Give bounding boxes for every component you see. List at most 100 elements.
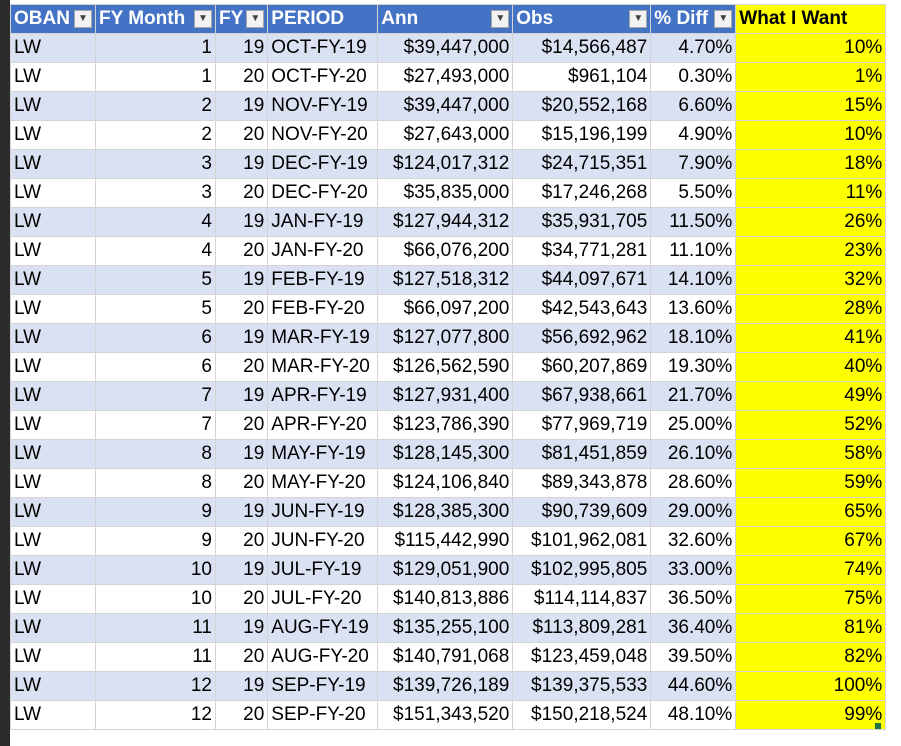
- cell-oban[interactable]: LW: [10, 33, 96, 63]
- cell-pct-diff[interactable]: 44.60%: [650, 671, 737, 701]
- cell-fy-month[interactable]: 4: [95, 236, 216, 266]
- cell-what-i-want[interactable]: 81%: [735, 613, 887, 643]
- cell-ann[interactable]: $127,944,312: [377, 207, 514, 237]
- cell-fy[interactable]: 19: [214, 207, 269, 237]
- cell-period[interactable]: NOV-FY-19: [267, 91, 379, 121]
- cell-fy-month[interactable]: 10: [95, 555, 216, 585]
- cell-fy-month[interactable]: 1: [95, 33, 216, 63]
- cell-obs[interactable]: $961,104: [512, 62, 652, 92]
- cell-oban[interactable]: LW: [10, 671, 96, 701]
- cell-oban[interactable]: LW: [10, 265, 96, 295]
- cell-pct-diff[interactable]: 11.50%: [650, 207, 737, 237]
- cell-fy-month[interactable]: 5: [95, 265, 216, 295]
- cell-oban[interactable]: LW: [10, 352, 96, 382]
- cell-fy[interactable]: 19: [214, 671, 269, 701]
- cell-fy[interactable]: 20: [214, 120, 269, 150]
- cell-fy[interactable]: 20: [214, 410, 269, 440]
- filter-dropdown-icon[interactable]: ▼: [714, 10, 733, 28]
- cell-ann[interactable]: $127,077,800: [377, 323, 514, 353]
- cell-oban[interactable]: LW: [10, 91, 96, 121]
- cell-obs[interactable]: $113,809,281: [512, 613, 652, 643]
- cell-pct-diff[interactable]: 29.00%: [650, 497, 737, 527]
- cell-fy[interactable]: 20: [214, 468, 269, 498]
- cell-what-i-want[interactable]: 58%: [735, 439, 887, 469]
- cell-pct-diff[interactable]: 21.70%: [650, 381, 737, 411]
- cell-obs[interactable]: $14,566,487: [512, 33, 652, 63]
- cell-oban[interactable]: LW: [10, 526, 96, 556]
- cell-oban[interactable]: LW: [10, 497, 96, 527]
- cell-period[interactable]: APR-FY-19: [267, 381, 379, 411]
- cell-period[interactable]: SEP-FY-20: [267, 700, 379, 730]
- cell-pct-diff[interactable]: 39.50%: [650, 642, 737, 672]
- cell-obs[interactable]: $60,207,869: [512, 352, 652, 382]
- cell-ann[interactable]: $128,145,300: [377, 439, 514, 469]
- cell-period[interactable]: DEC-FY-20: [267, 178, 379, 208]
- cell-fy-month[interactable]: 12: [95, 700, 216, 730]
- cell-obs[interactable]: $101,962,081: [512, 526, 652, 556]
- cell-obs[interactable]: $35,931,705: [512, 207, 652, 237]
- cell-ann[interactable]: $151,343,520: [377, 700, 514, 730]
- cell-ann[interactable]: $66,097,200: [377, 294, 514, 324]
- cell-fy-month[interactable]: 11: [95, 613, 216, 643]
- cell-what-i-want[interactable]: 41%: [735, 323, 887, 353]
- header-pct-diff[interactable]: % Diff ▼: [650, 4, 737, 34]
- cell-what-i-want[interactable]: 49%: [735, 381, 887, 411]
- cell-obs[interactable]: $123,459,048: [512, 642, 652, 672]
- cell-ann[interactable]: $127,931,400: [377, 381, 514, 411]
- cell-oban[interactable]: LW: [10, 555, 96, 585]
- cell-ann[interactable]: $128,385,300: [377, 497, 514, 527]
- cell-ann[interactable]: $27,643,000: [377, 120, 514, 150]
- cell-what-i-want[interactable]: 11%: [735, 178, 887, 208]
- cell-period[interactable]: OCT-FY-20: [267, 62, 379, 92]
- cell-what-i-want[interactable]: 26%: [735, 207, 887, 237]
- cell-period[interactable]: AUG-FY-20: [267, 642, 379, 672]
- cell-ann[interactable]: $39,447,000: [377, 91, 514, 121]
- cell-pct-diff[interactable]: 7.90%: [650, 149, 737, 179]
- cell-fy-month[interactable]: 2: [95, 120, 216, 150]
- cell-fy-month[interactable]: 7: [95, 381, 216, 411]
- header-obs[interactable]: Obs ▼: [512, 4, 652, 34]
- cell-pct-diff[interactable]: 0.30%: [650, 62, 737, 92]
- cell-fy[interactable]: 19: [214, 497, 269, 527]
- cell-fy-month[interactable]: 12: [95, 671, 216, 701]
- cell-what-i-want[interactable]: 1%: [735, 62, 887, 92]
- cell-fy-month[interactable]: 4: [95, 207, 216, 237]
- cell-period[interactable]: JUL-FY-19: [267, 555, 379, 585]
- cell-oban[interactable]: LW: [10, 323, 96, 353]
- cell-ann[interactable]: $140,791,068: [377, 642, 514, 672]
- cell-period[interactable]: DEC-FY-19: [267, 149, 379, 179]
- cell-oban[interactable]: LW: [10, 700, 96, 730]
- cell-what-i-want[interactable]: 15%: [735, 91, 887, 121]
- cell-oban[interactable]: LW: [10, 439, 96, 469]
- cell-ann[interactable]: $127,518,312: [377, 265, 514, 295]
- cell-fy-month[interactable]: 10: [95, 584, 216, 614]
- cell-oban[interactable]: LW: [10, 178, 96, 208]
- cell-obs[interactable]: $44,097,671: [512, 265, 652, 295]
- cell-pct-diff[interactable]: 36.40%: [650, 613, 737, 643]
- cell-period[interactable]: NOV-FY-20: [267, 120, 379, 150]
- cell-fy-month[interactable]: 1: [95, 62, 216, 92]
- cell-fy-month[interactable]: 9: [95, 497, 216, 527]
- cell-ann[interactable]: $135,255,100: [377, 613, 514, 643]
- cell-fy-month[interactable]: 11: [95, 642, 216, 672]
- cell-period[interactable]: MAR-FY-20: [267, 352, 379, 382]
- header-fy[interactable]: FY ▼: [214, 4, 269, 34]
- cell-pct-diff[interactable]: 4.70%: [650, 33, 737, 63]
- cell-pct-diff[interactable]: 26.10%: [650, 439, 737, 469]
- header-oban[interactable]: OBAN ▼: [10, 4, 96, 34]
- cell-obs[interactable]: $34,771,281: [512, 236, 652, 266]
- cell-what-i-want[interactable]: 65%: [735, 497, 887, 527]
- cell-fy[interactable]: 19: [214, 439, 269, 469]
- cell-ann[interactable]: $39,447,000: [377, 33, 514, 63]
- cell-fy-month[interactable]: 8: [95, 439, 216, 469]
- cell-what-i-want[interactable]: 52%: [735, 410, 887, 440]
- cell-ann[interactable]: $66,076,200: [377, 236, 514, 266]
- cell-ann[interactable]: $115,442,990: [377, 526, 514, 556]
- cell-oban[interactable]: LW: [10, 468, 96, 498]
- cell-period[interactable]: JAN-FY-19: [267, 207, 379, 237]
- cell-period[interactable]: APR-FY-20: [267, 410, 379, 440]
- cell-what-i-want[interactable]: 74%: [735, 555, 887, 585]
- cell-fy[interactable]: 19: [214, 149, 269, 179]
- cell-oban[interactable]: LW: [10, 62, 96, 92]
- cell-fy[interactable]: 20: [214, 526, 269, 556]
